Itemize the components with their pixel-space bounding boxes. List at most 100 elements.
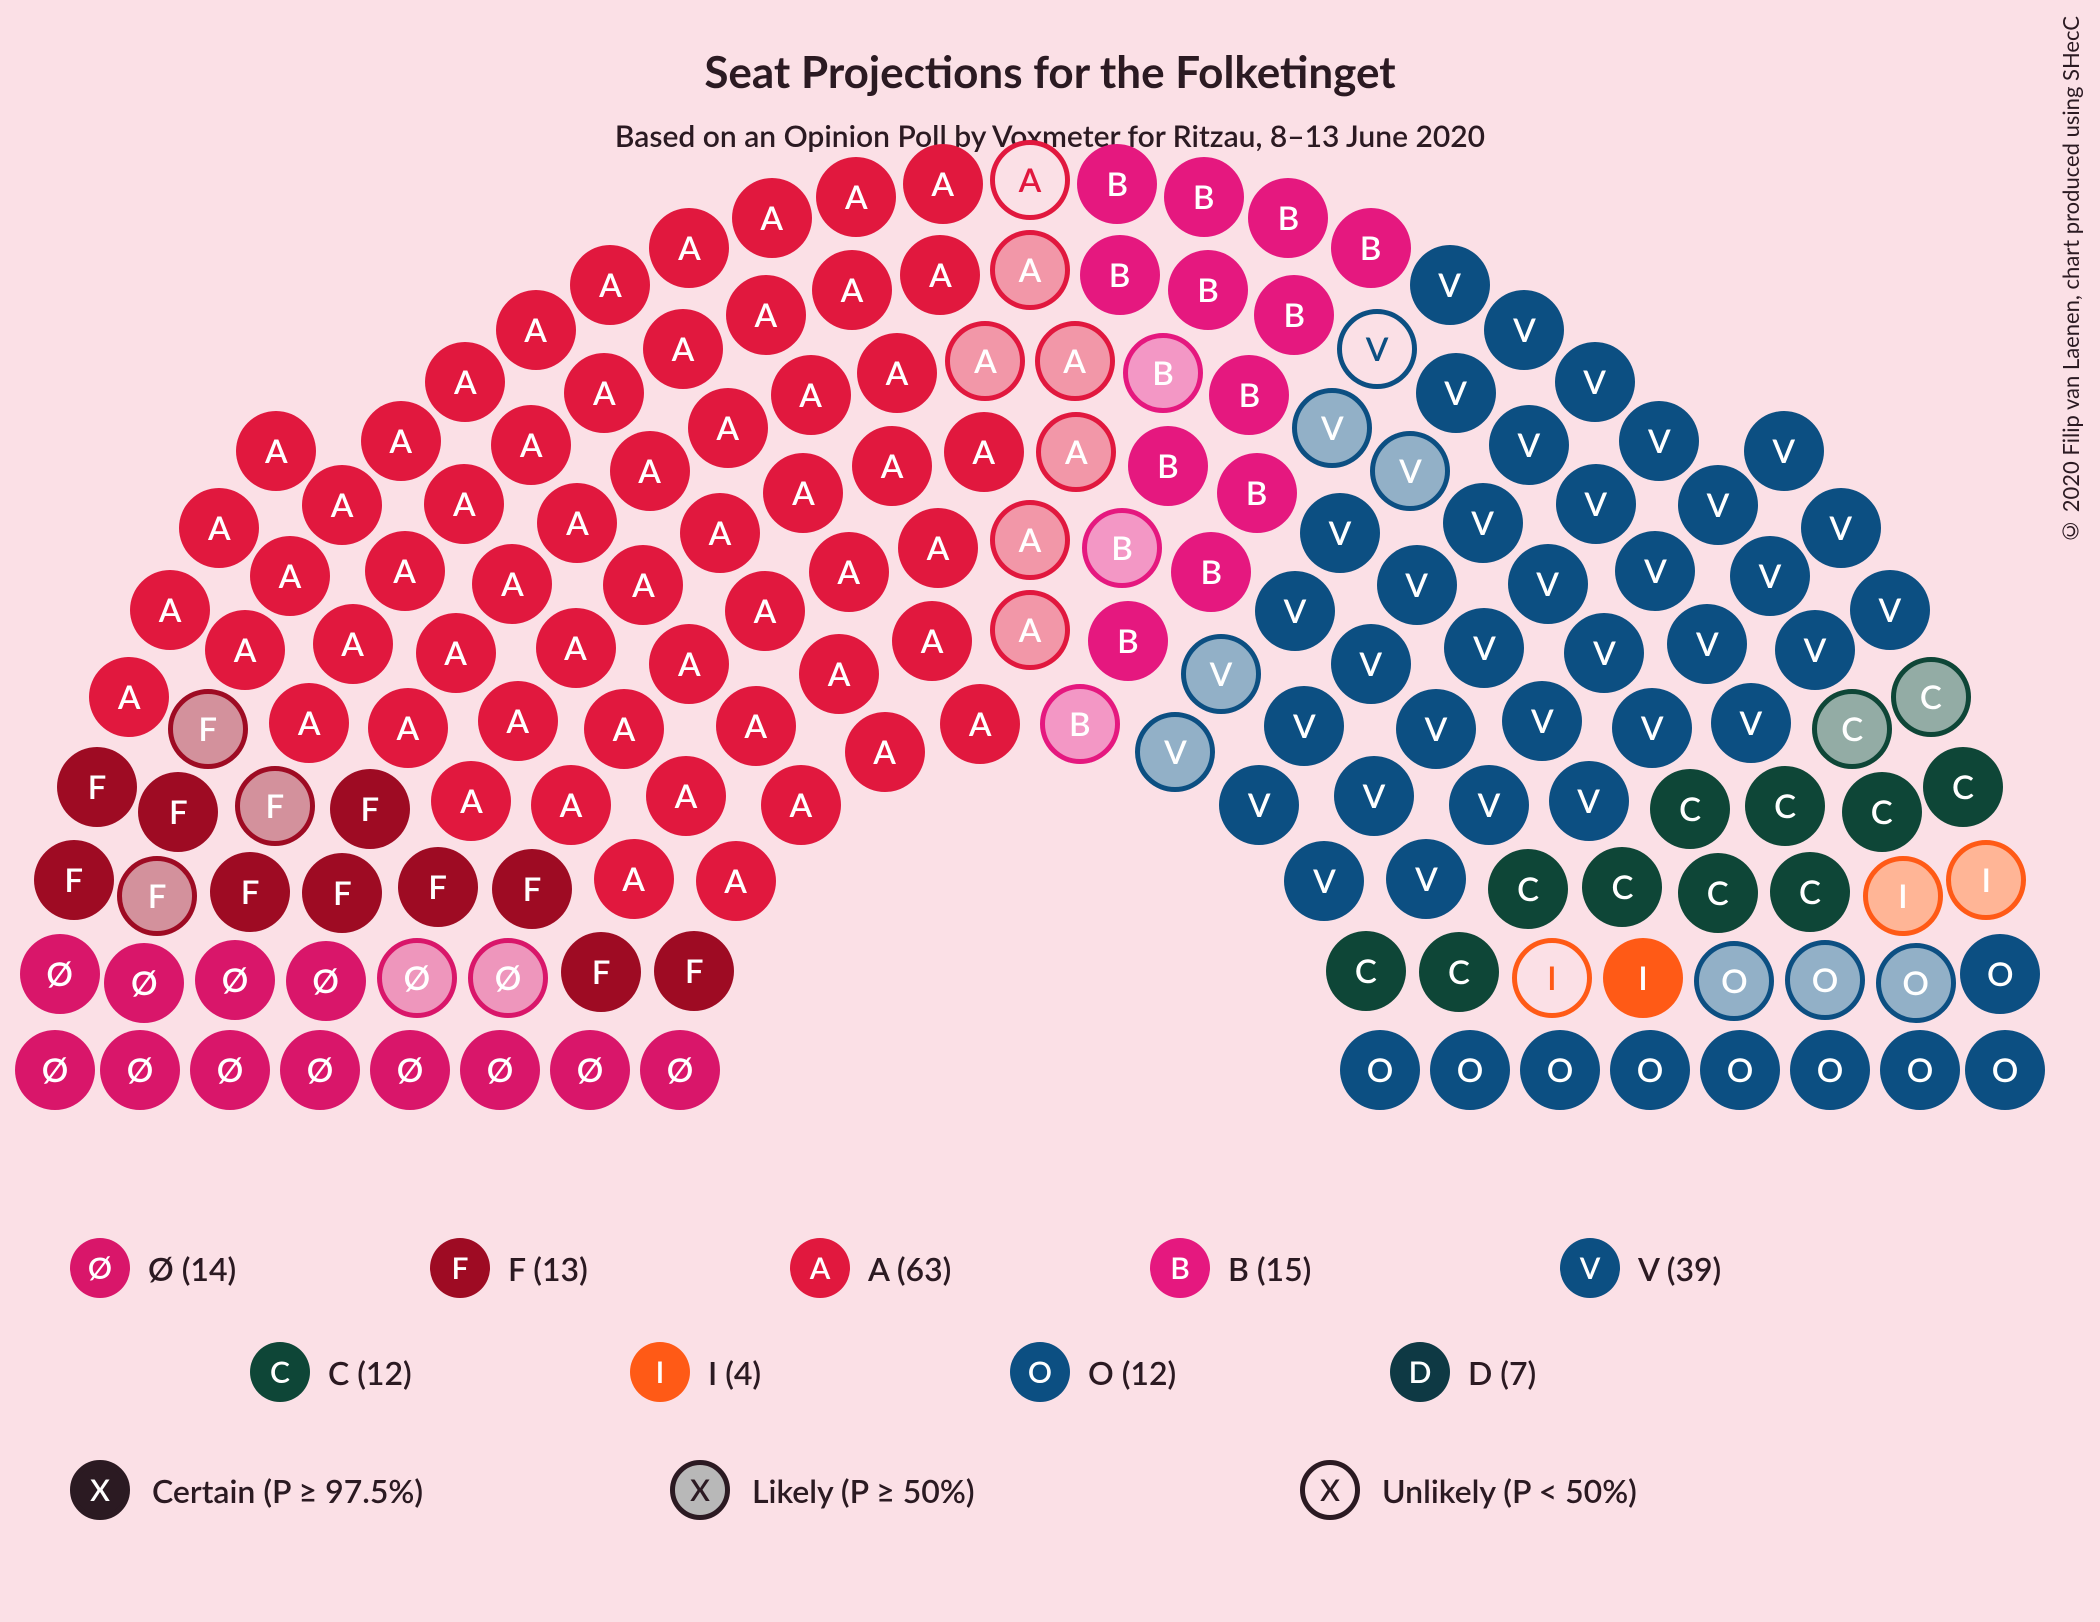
seat-letter: Ø bbox=[217, 1050, 244, 1090]
seat-V: V bbox=[1744, 411, 1824, 491]
seat-V: V bbox=[1410, 245, 1490, 325]
seat-letter: A bbox=[234, 630, 257, 670]
seat-B: B bbox=[1209, 355, 1289, 435]
legend-swatch: I bbox=[630, 1342, 690, 1402]
seat-C: C bbox=[1812, 689, 1892, 769]
seat-letter: B bbox=[1278, 198, 1300, 238]
seat-letter: V bbox=[1644, 551, 1667, 591]
seat-letter: B bbox=[1283, 295, 1305, 335]
seat-A: A bbox=[725, 571, 805, 651]
seat-letter: A bbox=[593, 373, 616, 413]
seat-B: B bbox=[1164, 157, 1244, 237]
legend-swatch: O bbox=[1010, 1342, 1070, 1402]
prob-item-2: XUnlikely (P < 50%) bbox=[1300, 1460, 1637, 1520]
seat-A: A bbox=[688, 388, 768, 468]
seat-letter: F bbox=[241, 872, 260, 912]
seat-letter: Ø bbox=[577, 1050, 604, 1090]
prob-swatch: X bbox=[70, 1460, 130, 1520]
seat-B: B bbox=[1040, 684, 1120, 764]
seat-letter: A bbox=[613, 709, 636, 749]
seat-O: O bbox=[1694, 941, 1774, 1021]
seat-letter: C bbox=[1611, 867, 1633, 907]
seat-letter: V bbox=[1531, 701, 1554, 741]
seat-V: V bbox=[1331, 624, 1411, 704]
seat-V: V bbox=[1801, 488, 1881, 568]
seat-letter: F bbox=[169, 792, 188, 832]
legend-label: B (15) bbox=[1228, 1249, 1311, 1288]
seat-A: A bbox=[643, 309, 723, 389]
seat-C: C bbox=[1326, 931, 1406, 1011]
seat-O: O bbox=[1785, 940, 1865, 1020]
seat-letter: O bbox=[1637, 1050, 1664, 1090]
seat-letter: V bbox=[1707, 485, 1730, 525]
seat-A: A bbox=[365, 531, 445, 611]
seat-A: A bbox=[898, 508, 978, 588]
prob-label: Likely (P ≥ 50%) bbox=[752, 1471, 975, 1510]
seat-A: A bbox=[649, 208, 729, 288]
seat-V: V bbox=[1615, 531, 1695, 611]
seat-F: F bbox=[138, 772, 218, 852]
seat-letter: A bbox=[799, 375, 822, 415]
seat-A: A bbox=[646, 756, 726, 836]
seat-letter: Ø bbox=[404, 958, 431, 998]
legend-item-B: B B (15) bbox=[1150, 1238, 1311, 1298]
seat-A: A bbox=[845, 712, 925, 792]
legend-item-D: DD (7) bbox=[1390, 1342, 1536, 1402]
seat-letter: V bbox=[1363, 776, 1386, 816]
seat-C: C bbox=[1678, 853, 1758, 933]
seat-B: B bbox=[1088, 601, 1168, 681]
legend-swatch: C bbox=[250, 1342, 310, 1402]
seat-A: A bbox=[269, 683, 349, 763]
seat-letter: A bbox=[716, 408, 739, 448]
seat-letter: B bbox=[1106, 164, 1128, 204]
seat-letter: A bbox=[632, 565, 655, 605]
prob-item-0: XCertain (P ≥ 97.5%) bbox=[70, 1460, 423, 1520]
seat-letter: A bbox=[638, 451, 661, 491]
seat-O_slash: Ø bbox=[550, 1030, 630, 1110]
seat-letter: A bbox=[520, 425, 543, 465]
seat-letter: A bbox=[760, 198, 783, 238]
seat-letter: V bbox=[1584, 484, 1607, 524]
seat-letter: F bbox=[523, 869, 542, 909]
seat-A: A bbox=[892, 601, 972, 681]
legend-label: C (12) bbox=[328, 1353, 412, 1392]
seat-letter: B bbox=[1157, 446, 1179, 486]
seat-letter: V bbox=[1284, 591, 1307, 631]
seat-letter: V bbox=[1739, 703, 1762, 743]
seat-letter: A bbox=[678, 644, 701, 684]
seat-V: V bbox=[1730, 536, 1810, 616]
seat-C: C bbox=[1842, 772, 1922, 852]
seat-O: O bbox=[1700, 1030, 1780, 1110]
seat-F: F bbox=[492, 849, 572, 929]
seat-letter: A bbox=[560, 785, 583, 825]
seat-B: B bbox=[1082, 508, 1162, 588]
seat-A: A bbox=[857, 333, 937, 413]
seat-letter: A bbox=[622, 859, 645, 899]
seat-letter: C bbox=[1774, 786, 1796, 826]
seat-A: A bbox=[799, 634, 879, 714]
seat-letter: A bbox=[789, 785, 812, 825]
seat-A: A bbox=[990, 500, 1070, 580]
seat-letter: A bbox=[828, 654, 851, 694]
seat-V: V bbox=[1549, 761, 1629, 841]
seat-letter: O bbox=[1457, 1050, 1484, 1090]
seat-V: V bbox=[1377, 545, 1457, 625]
seat-letter: Ø bbox=[495, 958, 522, 998]
seat-A: A bbox=[89, 657, 169, 737]
seat-letter: A bbox=[921, 621, 944, 661]
seat-letter: Ø bbox=[487, 1050, 514, 1090]
seat-A: A bbox=[696, 841, 776, 921]
seat-letter: B bbox=[1117, 621, 1139, 661]
seat-letter: A bbox=[837, 552, 860, 592]
seat-V: V bbox=[1711, 683, 1791, 763]
seat-letter: V bbox=[1648, 421, 1671, 461]
seat-A: A bbox=[584, 689, 664, 769]
legend-swatch: B bbox=[1150, 1238, 1210, 1298]
seat-letter: V bbox=[1577, 781, 1600, 821]
seat-O_slash: Ø bbox=[370, 1030, 450, 1110]
seat-letter: A bbox=[279, 556, 302, 596]
seat-O_slash: Ø bbox=[460, 1030, 540, 1110]
seat-letter: A bbox=[969, 704, 992, 744]
seat-letter: Ø bbox=[307, 1050, 334, 1090]
seat-A: A bbox=[478, 681, 558, 761]
